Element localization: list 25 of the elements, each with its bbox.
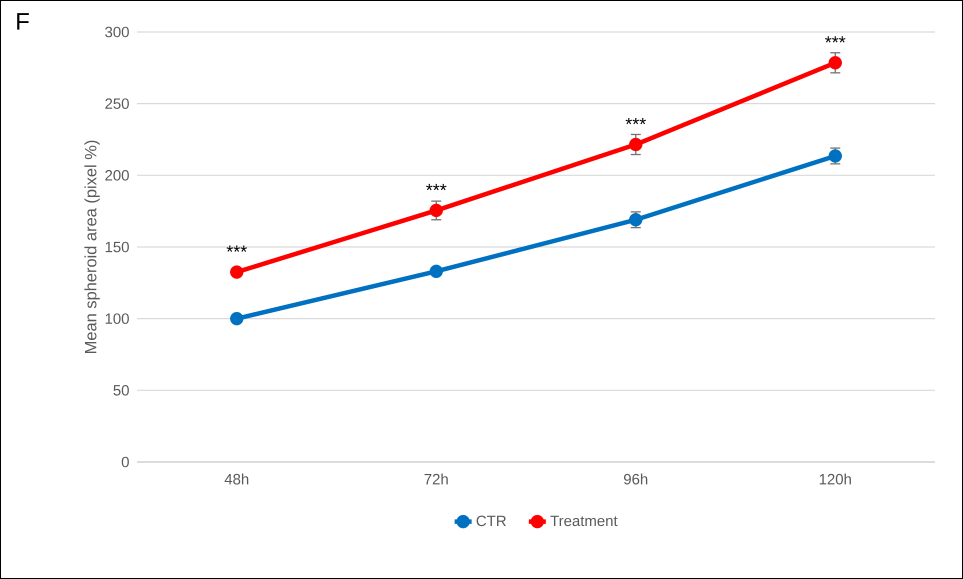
legend-label: Treatment: [550, 516, 618, 526]
legend-label: CTR: [476, 516, 506, 526]
y-tick-label: 50: [113, 385, 129, 396]
x-tick-label: 48h: [224, 474, 248, 484]
text: F: [17, 13, 29, 30]
y-tick-label: 0: [122, 456, 129, 468]
y-tick-label: 250: [105, 98, 129, 109]
point: [230, 312, 244, 326]
point: [828, 56, 842, 70]
y-tick-label: 100: [106, 313, 129, 324]
x-tick-label: 72h: [424, 474, 448, 484]
x-tick-label: 120h: [820, 474, 851, 484]
x-tick-label: 96h: [624, 474, 648, 484]
point: [430, 264, 443, 278]
annotation: ***: [626, 118, 646, 124]
y-tick-label: 150: [106, 242, 129, 252]
point: [430, 204, 443, 218]
y-axis-title: Mean spheroid area (pixel %): [84, 140, 100, 353]
y-tick-label: 200: [105, 170, 129, 181]
annotation: ***: [825, 36, 846, 43]
annotation: ***: [226, 246, 247, 252]
annotation: ***: [426, 184, 446, 190]
point: [230, 265, 244, 279]
point: [629, 138, 642, 152]
y-tick-label: 300: [105, 26, 129, 38]
